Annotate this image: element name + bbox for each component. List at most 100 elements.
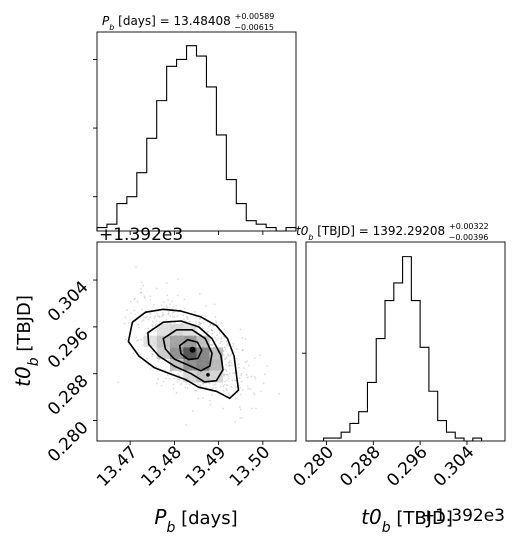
scatter-point: [223, 328, 226, 331]
scatter-point: [211, 343, 214, 346]
scatter-point: [117, 381, 120, 384]
scatter-point: [183, 318, 185, 320]
scatter-point: [225, 364, 227, 366]
hist-p-bin: [177, 59, 187, 231]
scatter-point: [154, 324, 157, 327]
hist-p-bin: [236, 204, 246, 231]
scatter-point: [177, 278, 180, 280]
scatter-xlabel: Pb [days]: [154, 505, 237, 536]
scatter-point: [259, 390, 262, 393]
scatter-point: [202, 382, 205, 384]
scatter-point: [229, 394, 232, 397]
scatter-point: [149, 316, 152, 319]
scatter-point: [225, 370, 228, 373]
scatter-point: [172, 383, 175, 386]
scatter-point: [242, 349, 244, 352]
scatter-point: [188, 320, 191, 323]
scatter-point: [226, 344, 228, 346]
scatter-point: [223, 346, 226, 349]
scatter-point: [236, 371, 239, 374]
scatter-point: [225, 387, 228, 390]
scatter-point: [147, 318, 150, 321]
scatter-point: [202, 322, 205, 324]
scatter-frame: [96, 241, 297, 442]
scatter-point: [247, 364, 250, 367]
scatter-point: [171, 300, 173, 303]
scatter-point: [222, 385, 225, 388]
density-cell: [169, 347, 184, 360]
scatter-point: [215, 338, 218, 341]
scatter-point: [222, 353, 225, 356]
scatter-point: [134, 297, 136, 300]
scatter-point: [154, 315, 157, 317]
scatter-point: [199, 322, 202, 325]
scatter-point: [182, 314, 185, 317]
scatter-point: [239, 374, 242, 377]
scatter-point: [171, 311, 174, 314]
scatter-point: [199, 385, 202, 387]
scatter-point: [173, 311, 175, 313]
scatter-point: [123, 322, 126, 325]
scatter-point: [156, 315, 159, 317]
density-cell: [183, 347, 197, 360]
scatter-point: [212, 324, 215, 327]
scatter-point: [225, 356, 228, 359]
scatter-point: [167, 298, 169, 301]
scatter-point: [166, 282, 168, 284]
scatter-point: [215, 334, 218, 337]
scatter-point: [238, 366, 240, 369]
scatter-xtick-label: 13.50: [226, 442, 275, 491]
hist-p-frame: [96, 31, 297, 232]
scatter-point: [227, 392, 230, 395]
scatter-point: [209, 399, 211, 402]
scatter-point: [176, 380, 179, 383]
scatter-point: [238, 377, 241, 380]
scatter-point: [246, 360, 249, 363]
hist-t0-bin: [376, 339, 385, 441]
scatter-point: [149, 295, 152, 298]
scatter-point: [161, 315, 163, 318]
scatter-point: [155, 320, 158, 323]
scatter-point: [164, 377, 167, 380]
scatter-point: [183, 298, 186, 301]
scatter-point: [172, 306, 175, 308]
hist-p-bin: [137, 173, 147, 231]
contour-dot: [206, 373, 210, 377]
scatter-point: [219, 340, 222, 343]
scatter-point: [225, 368, 228, 371]
scatter-point: [237, 363, 240, 366]
scatter-point: [222, 407, 224, 410]
scatter-point: [227, 364, 230, 367]
scatter-point: [170, 370, 173, 373]
scatter-point: [177, 378, 180, 381]
center-marker: [189, 346, 196, 353]
scatter-point: [162, 301, 165, 304]
scatter-point: [198, 292, 201, 295]
scatter-point: [214, 386, 217, 389]
hist-p-bin: [206, 87, 216, 231]
scatter-point: [244, 338, 247, 340]
scatter-point: [175, 392, 178, 394]
scatter-point: [238, 406, 241, 408]
density-cell: [196, 359, 210, 371]
hist-p-bin: [167, 66, 177, 231]
hist-t0-bin: [359, 412, 368, 441]
scatter-point: [210, 329, 213, 331]
hist-t0-bin: [367, 382, 376, 441]
scatter-point: [222, 349, 225, 352]
scatter-point: [232, 342, 235, 345]
scatter-point: [144, 316, 147, 319]
scatter-point: [191, 410, 194, 413]
scatter-point: [220, 338, 223, 340]
scatter-point: [173, 377, 176, 380]
scatter-point: [129, 319, 131, 322]
contours: [127, 308, 240, 400]
scatter-point: [245, 374, 248, 376]
scatter-point: [210, 329, 213, 332]
scatter-point: [168, 378, 171, 380]
scatter-point: [209, 324, 212, 327]
scatter-point: [220, 322, 223, 325]
scatter-point: [225, 373, 228, 376]
scatter-point: [137, 326, 140, 329]
scatter-point: [157, 378, 160, 381]
